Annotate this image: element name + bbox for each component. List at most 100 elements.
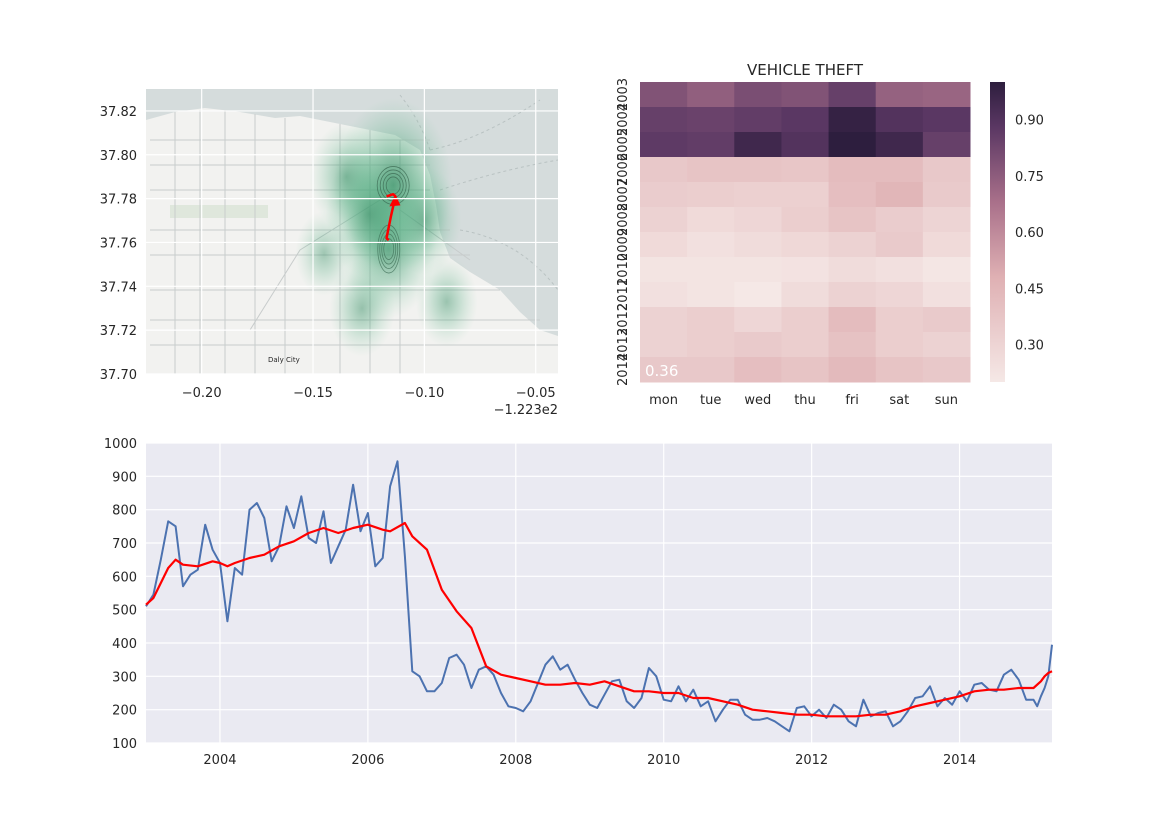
heatmap-y-label: 2013 (616, 328, 631, 361)
heatmap-cell (828, 307, 877, 333)
heatmap-cell (687, 157, 735, 183)
heatmap-cell (828, 207, 877, 233)
timeseries-x-tick-label: 2008 (499, 753, 532, 768)
heatmap-cell (734, 132, 782, 158)
timeseries-series (145, 460, 1053, 733)
heatmap-cell (640, 357, 688, 383)
heatmap-cell (781, 207, 830, 233)
timeseries-y-tick-label: 100 (112, 737, 137, 752)
colorbar (990, 82, 1005, 382)
heatmap-cell (734, 182, 782, 208)
trajectory-line (385, 192, 397, 242)
heatmap-cell (734, 207, 782, 233)
heatmap-y-label: 2007 (616, 178, 631, 211)
map-y-tick-label: 37.70 (100, 368, 137, 383)
heatmap-cell (781, 182, 830, 208)
timeseries-y-tick-label: 900 (112, 470, 137, 485)
map-y-tick-label: 37.74 (100, 280, 137, 295)
heatmap-cell (640, 207, 688, 233)
heatmap-cell (828, 332, 877, 358)
heatmap-cell (687, 257, 735, 283)
heatmap-cell (781, 107, 830, 133)
map-grid (146, 89, 558, 375)
heatmap-cell (781, 282, 830, 308)
timeseries-x-tick-label: 2012 (795, 753, 828, 768)
heatmap-y-labels: 2003200420052006200720082009201020112012… (616, 78, 631, 386)
heatmap-cell (875, 232, 924, 258)
trajectory-arrowhead (389, 194, 401, 207)
heatmap-cell (922, 207, 971, 233)
heatmap-cell (922, 182, 971, 208)
density-blob (295, 210, 354, 296)
map-x-tick-label: −0.20 (182, 386, 222, 401)
map-x-offset-label: −1.223e2 (494, 403, 558, 418)
colorbar-tick-label: 0.60 (1015, 226, 1044, 241)
map-x-tick-label: −0.15 (293, 386, 333, 401)
map-label-daly-city: Daly City (268, 356, 300, 364)
heatmap-cell (875, 257, 924, 283)
heatmap-x-label: mon (649, 393, 678, 408)
heatmap-cell (922, 107, 971, 133)
heatmap-cell (922, 257, 971, 283)
heatmap-cell (734, 107, 782, 133)
heatmap-cell (640, 157, 688, 183)
map-park (170, 205, 268, 218)
heatmap-cell (922, 357, 971, 383)
heatmap-cell (828, 357, 877, 383)
heatmap-cell (828, 157, 877, 183)
series-line-blue (145, 460, 1053, 733)
heatmap-cell (875, 332, 924, 358)
heatmap-cell (828, 107, 877, 133)
timeseries-x-tick-label: 2014 (943, 753, 976, 768)
heatmap-x-label: sun (935, 393, 958, 408)
heatmap-y-label: 2012 (616, 303, 631, 336)
heatmap-cell (734, 332, 782, 358)
heatmap-cell (875, 282, 924, 308)
heatmap-cell (734, 357, 782, 383)
timeseries-grid (146, 442, 1052, 744)
heatmap-cell (781, 157, 830, 183)
heatmap-cell (687, 282, 735, 308)
heatmap-cell (781, 257, 830, 283)
map-y-tick-label: 37.76 (100, 236, 137, 251)
colorbar-tick-label: 0.45 (1015, 282, 1044, 297)
heatmap-cell (875, 307, 924, 333)
heatmap-cell (922, 132, 971, 158)
red-trajectory-arrow (385, 192, 401, 242)
heatmap-x-label: tue (700, 393, 721, 408)
heatmap-cells (640, 82, 971, 383)
timeseries-y-tick-label: 300 (112, 670, 137, 685)
density-contours (376, 166, 410, 274)
timeseries-y-tick-label: 200 (112, 704, 137, 719)
timeseries-y-tick-label: 600 (112, 570, 137, 585)
map-y-tick-label: 37.80 (100, 149, 137, 164)
heatmap-cell (640, 307, 688, 333)
timeseries-background (146, 443, 1052, 743)
density-blob (309, 122, 384, 232)
map-y-tick-label: 37.72 (100, 324, 137, 339)
map-x-tick-label: −0.05 (516, 386, 556, 401)
heatmap-cell (640, 82, 688, 108)
heatmap-x-label: wed (744, 393, 771, 408)
heatmap-cell (734, 307, 782, 333)
heatmap-cell (687, 307, 735, 333)
heatmap-y-label: 2006 (616, 153, 631, 186)
map-y-tick-label: 37.82 (100, 105, 137, 120)
heatmap-cell (640, 232, 688, 258)
heatmap-cell (687, 132, 735, 158)
heatmap-cell (640, 132, 688, 158)
heatmap-panel: VEHICLE THEFT 0.36 mon tue wed thu fri sat sun… (616, 61, 1044, 408)
heatmap-x-label: fri (845, 393, 859, 408)
heatmap-y-label: 2004 (616, 103, 631, 136)
colorbar-tick-label: 0.75 (1015, 170, 1044, 185)
heatmap-cell (875, 357, 924, 383)
heatmap-y-label: 2010 (616, 253, 631, 286)
heatmap-x-labels: mon tue wed thu fri sat sun (649, 393, 958, 408)
map-y-tick-label: 37.78 (100, 193, 137, 208)
heatmap-cell (687, 332, 735, 358)
heatmap-cell (875, 82, 924, 108)
timeseries-y-tick-label: 1000 (104, 437, 137, 452)
heatmap-cell (922, 332, 971, 358)
heatmap-cell (828, 282, 877, 308)
